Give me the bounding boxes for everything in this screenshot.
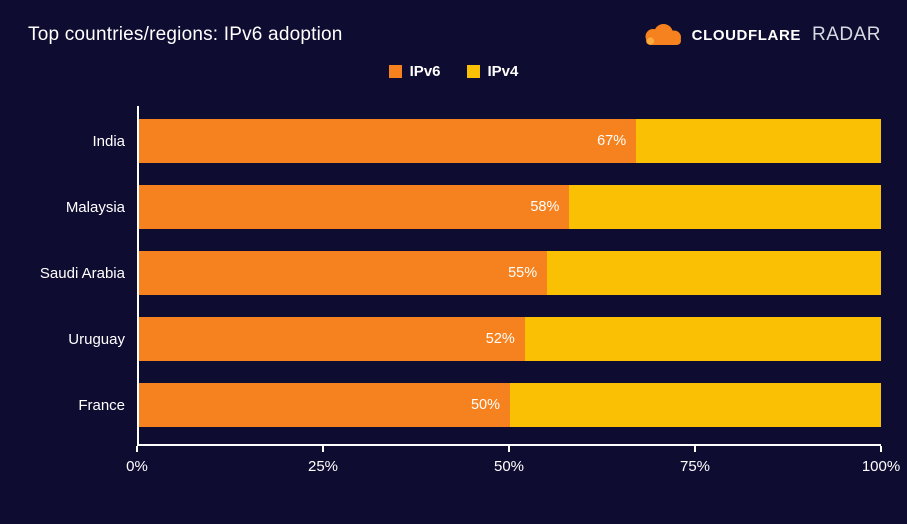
legend-label-ipv4: IPv4: [487, 62, 519, 80]
category-label: Malaysia: [65, 198, 125, 216]
category-label: Uruguay: [68, 330, 125, 348]
axis-tick-label: 25%: [307, 458, 339, 475]
axis-tick-mark: [880, 446, 882, 452]
axis-tick-mark: [322, 446, 324, 452]
legend-label-ipv6: IPv6: [409, 62, 441, 80]
bar-value-label: 52%: [485, 331, 515, 347]
chart-row: 50%: [139, 383, 881, 427]
legend-item-ipv4[interactable]: IPv4: [466, 62, 519, 80]
ipv4-bar-segment[interactable]: [636, 119, 881, 163]
page-title: Top countries/regions: IPv6 adoption: [28, 24, 343, 45]
ipv4-bar-segment[interactable]: [547, 251, 881, 295]
category-label: France: [78, 396, 125, 414]
category-labels: India Malaysia Saudi Arabia Uruguay France: [28, 106, 137, 446]
chart-legend: IPv6 IPv4: [0, 62, 907, 80]
legend-item-ipv6[interactable]: IPv6: [388, 62, 441, 80]
category-label: India: [92, 132, 125, 150]
axis-tick-mark: [694, 446, 696, 452]
axis-tick-label: 0%: [126, 458, 148, 475]
ipv4-swatch-icon: [466, 64, 480, 78]
axis-tick-label: 50%: [493, 458, 525, 475]
chart-row: 52%: [139, 317, 881, 361]
bar-value-label: 50%: [470, 397, 500, 413]
header: Top countries/regions: IPv6 adoption CLO…: [0, 0, 907, 46]
axis-tick-mark: [136, 446, 138, 452]
cloudflare-radar-logo[interactable]: CLOUDFLARE RADAR: [641, 24, 881, 46]
ipv6-bar-segment[interactable]: 52%: [139, 317, 525, 361]
bar-value-label: 55%: [508, 265, 538, 281]
ipv4-bar-segment[interactable]: [510, 383, 881, 427]
ipv6-bar-segment[interactable]: 55%: [139, 251, 548, 295]
ipv6-bar-segment[interactable]: 58%: [139, 185, 570, 229]
ipv6-bar-segment[interactable]: 50%: [139, 383, 510, 427]
bar-value-label: 58%: [530, 199, 560, 215]
cloudflare-cloud-icon: [645, 24, 681, 45]
x-axis: 0% 25% 50% 75% 100%: [126, 446, 900, 486]
axis-tick-label: 75%: [679, 458, 711, 475]
brand-cloudflare-text: CLOUDFLARE: [691, 26, 801, 44]
chart-row: 55%: [139, 251, 881, 295]
axis-tick-mark: [508, 446, 510, 452]
axis-tick-label: 100%: [861, 458, 901, 475]
brand-radar-text: RADAR: [811, 24, 881, 45]
bar-chart: India Malaysia Saudi Arabia Uruguay France 6…: [28, 106, 881, 446]
chart-row: 67%: [139, 119, 881, 163]
category-label: Saudi Arabia: [39, 264, 125, 282]
ipv4-bar-segment[interactable]: [524, 317, 881, 361]
ipv6-bar-segment[interactable]: 67%: [139, 119, 637, 163]
ipv6-swatch-icon: [388, 64, 402, 78]
plot-area: 67% 58% 55% 52% 50%: [137, 106, 881, 446]
bar-value-label: 67%: [597, 133, 627, 149]
ipv4-bar-segment[interactable]: [569, 185, 881, 229]
chart-row: 58%: [139, 185, 881, 229]
